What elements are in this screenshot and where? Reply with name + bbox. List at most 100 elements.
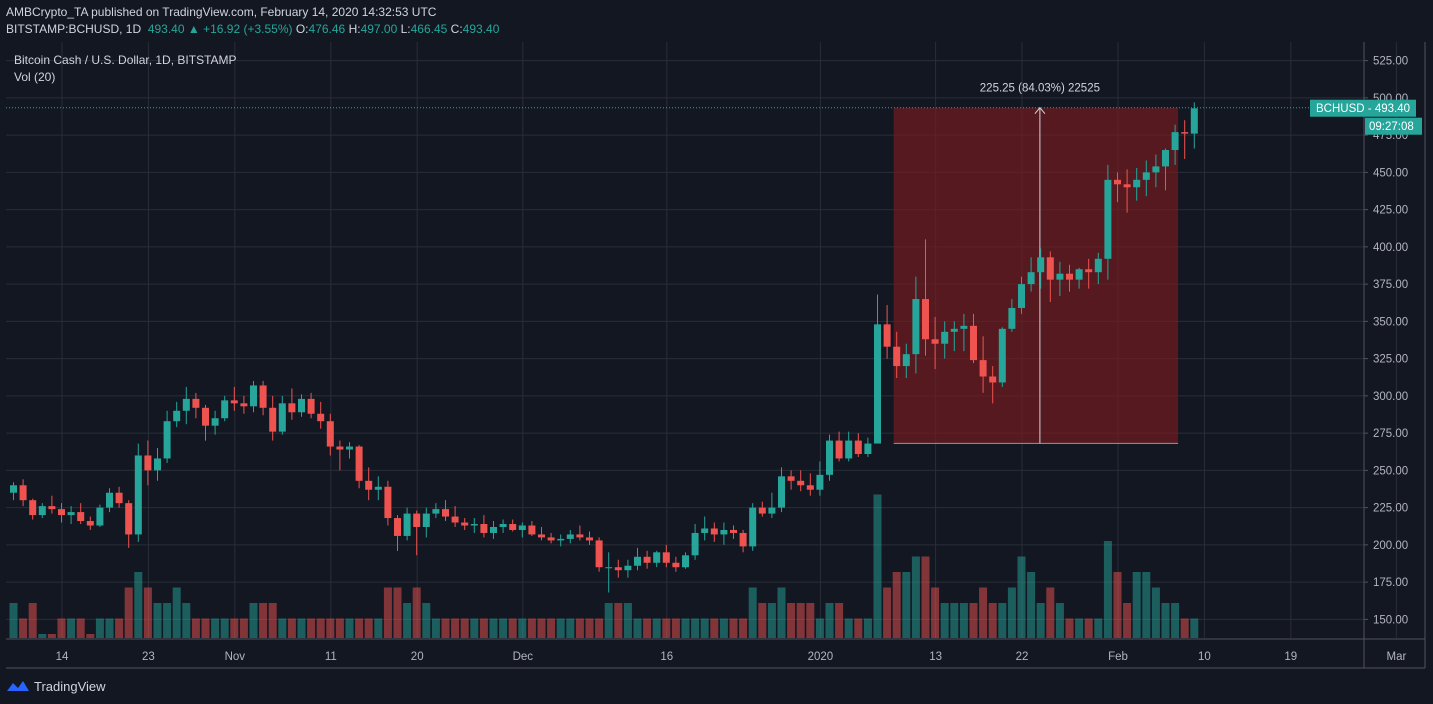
candle-body [970, 325, 977, 361]
candle-body [336, 446, 344, 450]
volume-bar [335, 618, 344, 638]
volume-bar [527, 618, 536, 638]
x-tick-label: Dec [513, 651, 534, 663]
volume-bar [614, 603, 623, 638]
volume-indicator-label: Vol (20) [14, 70, 55, 84]
candle-body [173, 410, 181, 422]
candle-body [1142, 172, 1150, 180]
volume-bar [1180, 618, 1189, 638]
volume-bar [1171, 603, 1180, 638]
candle-body [1008, 307, 1016, 329]
open-value: 476.46 [308, 22, 346, 36]
volume-bar [19, 618, 28, 638]
last-price: 493.40 [147, 22, 185, 36]
volume-bar [1007, 587, 1016, 638]
y-tick-label: 175.00 [1373, 577, 1408, 589]
candle-body [442, 509, 449, 517]
price-tag-symbol: BCHUSD [1316, 103, 1365, 115]
candle-body [1085, 269, 1093, 273]
y-tick-label: 350.00 [1373, 316, 1408, 328]
volume-bar [249, 603, 258, 638]
volume-bar [307, 618, 316, 638]
price-range-label: 225.25 (84.03%) 22525 [980, 83, 1100, 95]
candle-body [576, 534, 584, 538]
volume-bar [988, 603, 997, 638]
volume-bar [1190, 618, 1199, 638]
candle-body [1018, 284, 1025, 308]
price-tag-box [1310, 99, 1416, 117]
candle-body [346, 446, 353, 450]
low-label: L: [400, 22, 411, 36]
candle-body [10, 485, 17, 493]
volume-bar [1113, 572, 1122, 638]
candle-body [365, 480, 373, 490]
open-label: O: [295, 22, 309, 36]
volume-bar [1094, 618, 1103, 638]
volume-bar [422, 603, 431, 638]
close-value: 493.40 [462, 22, 500, 36]
volume-bar [163, 603, 172, 638]
y-tick-label: 375.00 [1373, 279, 1408, 291]
candle-body [768, 507, 776, 514]
volume-bar [566, 618, 575, 638]
volume-bar [796, 603, 805, 638]
candle-body [806, 485, 814, 490]
candle-body [29, 500, 37, 516]
candle-body [499, 524, 507, 527]
volume-bar [681, 618, 690, 638]
x-tick-label: 10 [1198, 651, 1211, 663]
tradingview-brand: TradingView [6, 676, 106, 696]
volume-bar [767, 603, 776, 638]
y-tick-label: 200.00 [1373, 540, 1408, 552]
volume-bar [815, 618, 824, 638]
volume-bar [863, 618, 872, 638]
candle-body [1066, 273, 1073, 280]
volume-bar [211, 618, 220, 638]
candle-body [403, 513, 411, 536]
candle-body [1123, 184, 1131, 188]
candle-body [864, 443, 872, 454]
volume-bar [758, 603, 767, 638]
candle-body [787, 476, 795, 481]
price-tag-value: - 493.40 [1368, 103, 1410, 115]
volume-bar [1084, 618, 1093, 638]
candle-body [605, 567, 613, 569]
volume-bar [364, 618, 373, 638]
candle-body [250, 385, 257, 407]
volume-bar [431, 618, 440, 638]
volume-bar [134, 572, 143, 638]
candle-body [470, 524, 478, 526]
candle-body [422, 513, 430, 527]
volume-bar [479, 618, 488, 638]
candle-body [893, 346, 901, 367]
candle-body [461, 522, 469, 526]
candle-body [163, 421, 171, 459]
x-tick-label: 13 [929, 651, 942, 663]
volume-bar [969, 603, 978, 638]
volume-bar [806, 603, 815, 638]
candle-body [1152, 166, 1160, 173]
candle-body [979, 360, 987, 377]
volume-bar [777, 587, 786, 638]
volume-bar [239, 618, 248, 638]
y-tick-label: 300.00 [1373, 391, 1408, 403]
volume-bar [191, 618, 200, 638]
volume-bar [844, 618, 853, 638]
candle-body [106, 492, 113, 508]
volume-bar [38, 634, 47, 638]
volume-bar [595, 618, 604, 638]
candle-body [384, 486, 392, 519]
tradingview-wordmark: TradingView [34, 678, 106, 694]
candle-body [413, 513, 421, 527]
volume-bar [76, 618, 85, 638]
volume-bar [518, 618, 527, 638]
volume-bar [268, 603, 277, 638]
candle-body [701, 528, 709, 533]
x-tick-label: Nov [225, 651, 246, 663]
volume-bar [950, 603, 959, 638]
volume-bar [1123, 603, 1132, 638]
volume-bar [345, 618, 354, 638]
volume-bar [124, 587, 133, 638]
x-tick-label: Mar [1386, 651, 1406, 663]
